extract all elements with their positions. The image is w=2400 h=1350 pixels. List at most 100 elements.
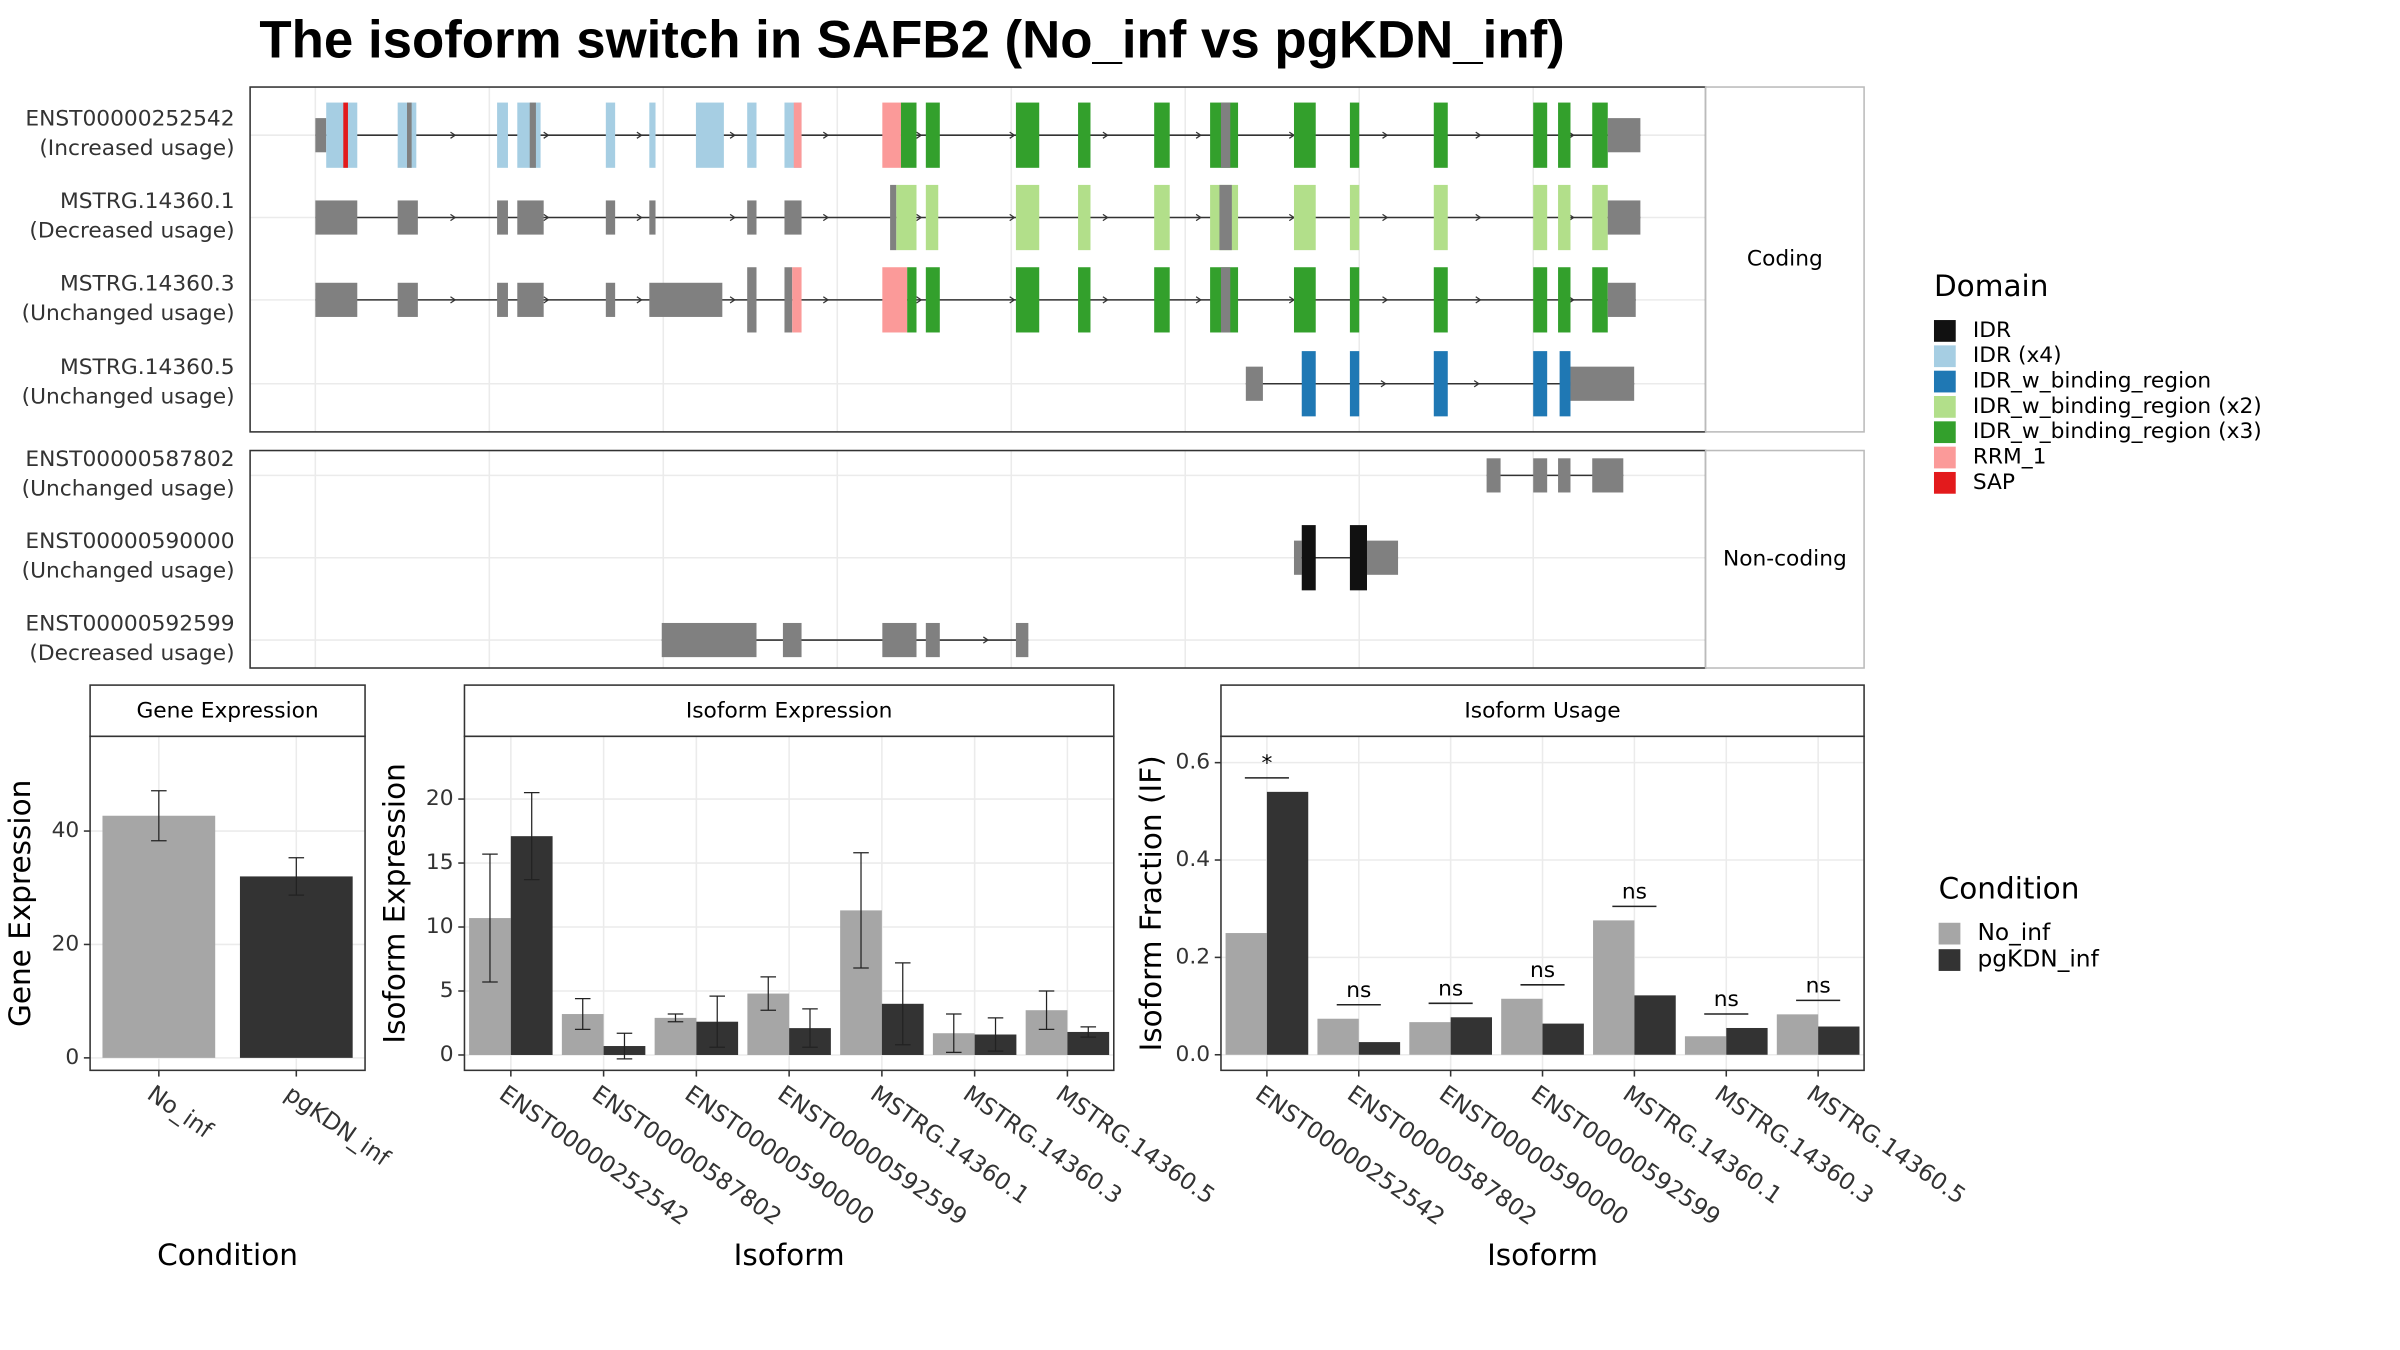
transcript-name: MSTRG.14360.1 <box>60 189 235 214</box>
figure-title: The isoform switch in SAFB2 (No_inf vs p… <box>259 10 1564 69</box>
legend-swatch <box>1933 446 1956 469</box>
exon <box>1533 102 1548 168</box>
exon <box>605 200 616 235</box>
legend-label: IDR_w_binding_region (x2) <box>1973 394 2262 419</box>
exon <box>1078 102 1091 168</box>
chart-title: Isoform Usage <box>1464 699 1620 724</box>
panel-background <box>250 450 1706 669</box>
y-tick-label: 5 <box>440 978 454 1003</box>
transcript-usage: (Decreased usage) <box>29 641 234 666</box>
exon <box>747 200 757 235</box>
intron-arrow <box>916 213 923 222</box>
error-bar <box>894 962 911 1046</box>
error-bar <box>574 998 591 1031</box>
exon <box>517 200 544 235</box>
y-tick-label: 20 <box>426 786 454 811</box>
exon <box>605 102 616 168</box>
transcript-name: ENST00000590000 <box>25 529 234 554</box>
exon <box>397 200 418 235</box>
error-bar <box>288 857 305 896</box>
exon <box>1533 184 1548 251</box>
transcript-usage: (Unchanged usage) <box>22 385 235 410</box>
bar <box>1225 933 1267 1055</box>
exon <box>784 200 802 235</box>
transcript-usage: (Decreased usage) <box>29 219 234 244</box>
exon <box>1533 267 1548 333</box>
exon <box>900 102 917 168</box>
legend-label: IDR_w_binding_region (x3) <box>1973 419 2262 444</box>
exon <box>1607 200 1641 235</box>
exon <box>529 102 536 168</box>
intron-arrow <box>1195 131 1202 139</box>
exon <box>890 184 897 251</box>
y-tick-label: 10 <box>426 914 454 939</box>
exon <box>497 200 508 235</box>
transcript-name: ENST00000587802 <box>25 447 234 472</box>
exon <box>1301 351 1316 417</box>
bar <box>654 1017 697 1055</box>
legend-label: IDR (x4) <box>1973 343 2062 368</box>
exon <box>1293 184 1316 251</box>
exon <box>1433 184 1448 251</box>
intron-arrow <box>1473 380 1480 388</box>
transcript-usage: (Increased usage) <box>39 136 234 161</box>
intron-arrow <box>543 131 550 139</box>
legend-swatch <box>1933 396 1956 418</box>
error-bar <box>1080 1026 1097 1038</box>
exon <box>792 267 802 333</box>
y-axis-title: Isoform Fraction (IF) <box>1134 755 1168 1051</box>
bar <box>1409 1022 1451 1055</box>
exon <box>1301 525 1316 591</box>
error-bar <box>523 792 540 881</box>
exon <box>1533 351 1548 417</box>
bar <box>1358 1042 1401 1055</box>
legend-swatch <box>1933 320 1956 342</box>
intron-arrow <box>1195 296 1202 304</box>
exon <box>1015 184 1040 251</box>
intron-arrow <box>982 636 990 644</box>
intron-arrow <box>636 213 643 222</box>
significance-label: ns <box>1714 987 1739 1012</box>
error-bar <box>151 790 167 842</box>
intron-arrow <box>1475 213 1482 222</box>
exon <box>1349 351 1360 417</box>
exon <box>896 184 917 251</box>
exon <box>882 622 917 658</box>
exon <box>1154 184 1170 251</box>
significance-label: ns <box>1622 879 1647 904</box>
legend-label: IDR_w_binding_region <box>1973 369 2211 394</box>
plot-border <box>1220 735 1865 1072</box>
exon <box>1592 102 1608 168</box>
intron-arrow <box>729 131 736 139</box>
transcript-usage: (Unchanged usage) <box>22 301 235 326</box>
transcript-name: MSTRG.14360.3 <box>60 271 235 296</box>
exon <box>605 282 616 317</box>
intron-arrow <box>1009 296 1016 304</box>
intron-arrow <box>1009 131 1016 139</box>
error-bar <box>802 1008 818 1048</box>
bar <box>1818 1026 1860 1055</box>
bar <box>1776 1014 1819 1055</box>
exon <box>1366 540 1399 575</box>
error-bar <box>482 853 498 983</box>
exon <box>882 102 901 168</box>
error-bar <box>760 976 777 1011</box>
bar <box>239 876 353 1058</box>
intron-arrow <box>729 296 736 304</box>
transcript-usage: (Unchanged usage) <box>22 559 235 584</box>
intron-arrow <box>1102 296 1109 304</box>
chart-title: Isoform Expression <box>686 699 893 724</box>
x-axis-title: Condition <box>157 1238 298 1272</box>
legend-swatch <box>1933 370 1956 393</box>
exon <box>649 200 656 235</box>
significance-label: * <box>1261 751 1272 776</box>
exon <box>784 267 793 333</box>
error-bar <box>987 1017 1004 1052</box>
y-tick-label: 40 <box>52 818 80 843</box>
bar <box>102 815 216 1058</box>
exon <box>1220 102 1231 168</box>
y-tick-label: 0 <box>440 1042 454 1067</box>
exon <box>1349 267 1360 333</box>
panel-background <box>250 87 1706 432</box>
